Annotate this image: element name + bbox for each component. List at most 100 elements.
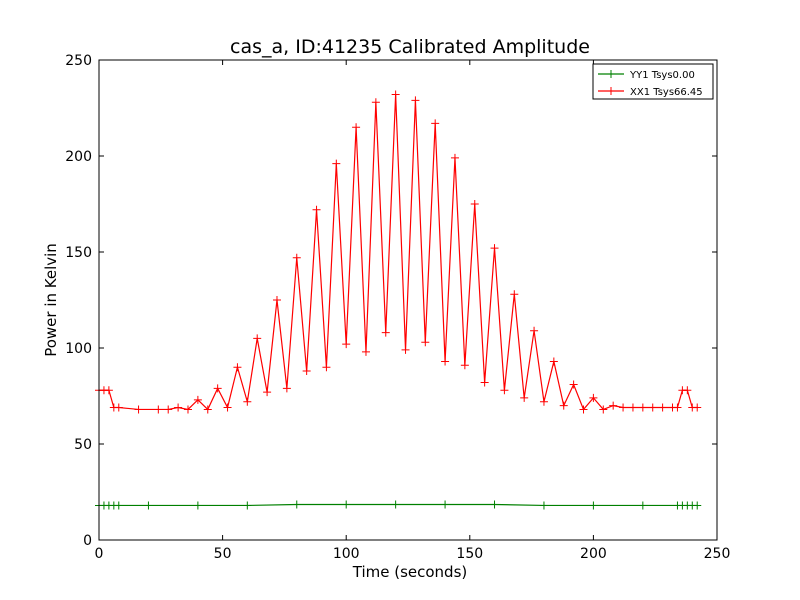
data-point [263, 388, 272, 397]
x-axis-label: Time (seconds) [352, 563, 468, 581]
data-point [144, 501, 153, 510]
data-point [342, 340, 351, 349]
plot-area [95, 90, 702, 510]
data-point [401, 345, 410, 354]
y-tick-label: 250 [65, 53, 92, 69]
data-point [292, 253, 301, 262]
legend-entry: YY1 Tsys0.00 [598, 70, 695, 81]
legend-label: XX1 Tsys66.45 [630, 87, 703, 98]
data-point [361, 347, 370, 356]
data-point [174, 403, 183, 412]
data-point [530, 326, 539, 335]
data-point [589, 393, 598, 402]
legend-label: YY1 Tsys0.00 [629, 70, 695, 81]
data-point [223, 403, 232, 412]
series-1 [95, 90, 702, 414]
data-point [203, 405, 212, 414]
data-point [683, 386, 692, 395]
legend: YY1 Tsys0.00 XX1 Tsys66.45 [592, 63, 714, 100]
data-point [549, 357, 558, 366]
data-point [342, 500, 351, 509]
data-point [628, 403, 637, 412]
x-tick-label: 100 [333, 546, 360, 562]
data-point [450, 153, 459, 162]
data-point [490, 500, 499, 509]
data-point [352, 123, 361, 132]
legend-marker [607, 70, 615, 78]
data-point [332, 159, 341, 168]
data-point [421, 338, 430, 347]
y-tick-label: 0 [83, 533, 92, 549]
y-tick-label: 50 [74, 437, 92, 453]
data-point [312, 205, 321, 214]
data-point [441, 500, 450, 509]
data-point [569, 380, 578, 389]
data-point [164, 405, 173, 414]
data-point [213, 384, 222, 393]
data-point [391, 500, 400, 509]
y-tick-label: 150 [65, 245, 92, 261]
data-point [292, 500, 301, 509]
x-tick-label: 50 [214, 546, 232, 562]
x-tick-label: 200 [580, 546, 607, 562]
data-point [693, 501, 702, 510]
data-point [480, 378, 489, 387]
data-point [559, 401, 568, 410]
data-point [431, 119, 440, 128]
series-line [99, 94, 698, 411]
data-point [193, 501, 202, 510]
data-point [460, 361, 469, 370]
chart-title: cas_a, ID:41235 Calibrated Amplitude [230, 36, 590, 58]
data-point [638, 501, 647, 510]
data-point [658, 403, 667, 412]
data-point [510, 290, 519, 299]
data-point [114, 501, 123, 510]
data-point [520, 393, 529, 402]
data-point [134, 405, 143, 414]
data-point [104, 386, 113, 395]
data-point [470, 200, 479, 208]
axes: 0 50 100 150 200 250 0 50 100 150 200 250 [65, 53, 730, 562]
data-point [589, 501, 598, 510]
data-point [243, 397, 252, 406]
data-point [193, 395, 202, 404]
legend-entry: XX1 Tsys66.45 [598, 87, 703, 98]
legend-marker [607, 87, 615, 95]
data-point [693, 403, 702, 412]
data-point [441, 357, 450, 366]
x-tick-label: 0 [95, 546, 104, 562]
data-point [619, 403, 628, 412]
x-tick-label: 250 [704, 546, 731, 562]
plot-frame [98, 59, 718, 541]
data-point [391, 90, 400, 99]
legend-box [592, 63, 714, 100]
data-point [579, 405, 588, 414]
y-axis-label: Power in Kelvin [42, 243, 60, 357]
data-point [609, 401, 618, 410]
data-point [411, 96, 420, 105]
y-tick-label: 200 [65, 149, 92, 165]
data-point [381, 328, 390, 337]
data-point [322, 363, 331, 372]
data-point [183, 405, 192, 414]
data-point [272, 296, 281, 304]
data-point [243, 501, 252, 510]
data-point [371, 98, 380, 107]
data-point [233, 363, 242, 372]
data-point [539, 501, 548, 510]
x-tick-label: 150 [456, 546, 483, 562]
legend-entries: YY1 Tsys0.00 XX1 Tsys66.45 [598, 70, 703, 98]
data-point [539, 397, 548, 406]
data-point [490, 244, 499, 253]
data-point [673, 403, 682, 412]
data-point [114, 403, 123, 412]
data-point [154, 405, 163, 414]
data-point [638, 403, 647, 412]
data-point [253, 334, 262, 343]
data-point [648, 403, 657, 412]
data-point [302, 367, 311, 376]
data-point [500, 386, 509, 395]
y-tick-label: 100 [65, 341, 92, 357]
